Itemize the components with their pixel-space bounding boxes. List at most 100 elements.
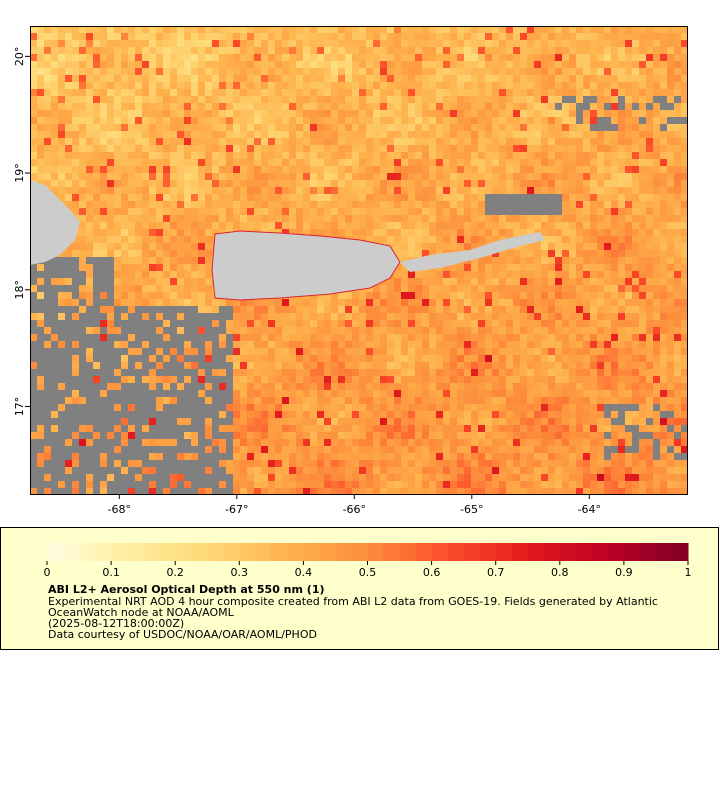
aod-cell xyxy=(485,166,492,173)
aod-cell xyxy=(240,33,247,40)
aod-cell xyxy=(170,145,177,152)
aod-cell xyxy=(583,285,590,292)
aod-cell xyxy=(275,47,282,54)
aod-cell xyxy=(177,299,184,306)
aod-cell xyxy=(296,33,303,40)
aod-cell xyxy=(674,383,681,390)
aod-cell xyxy=(366,313,373,320)
aod-cell xyxy=(422,215,429,222)
aod-cell xyxy=(226,26,233,33)
aod-cell xyxy=(310,376,317,383)
aod-cell xyxy=(520,33,527,40)
aod-cell xyxy=(443,40,450,47)
aod-cell xyxy=(191,208,198,215)
aod-cell xyxy=(142,40,149,47)
aod-cell xyxy=(128,376,135,383)
aod-cell xyxy=(205,369,212,376)
aod-cell xyxy=(149,257,156,264)
aod-cell xyxy=(107,306,114,313)
aod-cell xyxy=(590,61,597,68)
aod-cell xyxy=(590,257,597,264)
aod-cell xyxy=(51,68,58,75)
aod-cell xyxy=(65,362,72,369)
aod-cell xyxy=(380,145,387,152)
aod-cell xyxy=(51,82,58,89)
aod-cell xyxy=(58,117,65,124)
aod-cell xyxy=(646,75,653,82)
aod-cell xyxy=(30,124,37,131)
aod-cell xyxy=(86,194,93,201)
aod-cell xyxy=(261,390,268,397)
aod-cell xyxy=(527,103,534,110)
aod-cell xyxy=(506,138,513,145)
aod-cell xyxy=(611,110,618,117)
aod-cell xyxy=(163,68,170,75)
aod-cell xyxy=(219,117,226,124)
aod-cell xyxy=(394,201,401,208)
aod-cell xyxy=(604,96,611,103)
aod-cell xyxy=(44,173,51,180)
aod-cell xyxy=(149,383,156,390)
aod-cell xyxy=(611,236,618,243)
aod-cell xyxy=(548,131,555,138)
aod-cell xyxy=(562,306,569,313)
aod-cell xyxy=(681,208,688,215)
aod-cell xyxy=(30,117,37,124)
aod-cell xyxy=(86,180,93,187)
aod-cell xyxy=(310,110,317,117)
aod-cell xyxy=(534,33,541,40)
aod-cell xyxy=(331,208,338,215)
aod-cell xyxy=(618,187,625,194)
aod-cell xyxy=(268,68,275,75)
aod-cell xyxy=(450,124,457,131)
aod-cell xyxy=(576,124,583,131)
aod-cell xyxy=(520,173,527,180)
aod-cell xyxy=(422,173,429,180)
aod-cell xyxy=(415,26,422,33)
aod-cell xyxy=(191,257,198,264)
aod-cell xyxy=(240,369,247,376)
aod-cell xyxy=(205,271,212,278)
aod-cell xyxy=(380,348,387,355)
aod-cell xyxy=(513,68,520,75)
aod-cell xyxy=(324,166,331,173)
aod-cell xyxy=(310,383,317,390)
aod-cell xyxy=(142,173,149,180)
aod-cell xyxy=(436,138,443,145)
aod-cell xyxy=(226,341,233,348)
aod-cell xyxy=(30,362,37,369)
aod-cell xyxy=(653,75,660,82)
aod-cell xyxy=(429,201,436,208)
aod-cell xyxy=(667,257,674,264)
aod-cell xyxy=(72,61,79,68)
aod-cell xyxy=(163,355,170,362)
aod-cell xyxy=(681,285,688,292)
aod-cell xyxy=(499,383,506,390)
aod-cell xyxy=(632,117,639,124)
aod-cell xyxy=(72,278,79,285)
aod-cell xyxy=(156,26,163,33)
aod-cell xyxy=(548,257,555,264)
aod-cell xyxy=(114,306,121,313)
aod-cell xyxy=(184,376,191,383)
aod-cell xyxy=(289,68,296,75)
aod-cell xyxy=(317,208,324,215)
aod-cell xyxy=(478,327,485,334)
aod-cell xyxy=(660,327,667,334)
aod-cell xyxy=(618,173,625,180)
aod-cell xyxy=(170,82,177,89)
aod-cell xyxy=(135,201,142,208)
aod-cell xyxy=(191,264,198,271)
aod-cell xyxy=(611,61,618,68)
aod-cell xyxy=(506,61,513,68)
aod-cell xyxy=(464,152,471,159)
aod-cell xyxy=(583,117,590,124)
aod-cell xyxy=(429,215,436,222)
aod-cell xyxy=(142,54,149,61)
aod-cell xyxy=(170,208,177,215)
aod-cell xyxy=(240,152,247,159)
aod-cell xyxy=(471,236,478,243)
aod-cell xyxy=(247,208,254,215)
aod-cell xyxy=(380,355,387,362)
aod-cell xyxy=(303,327,310,334)
